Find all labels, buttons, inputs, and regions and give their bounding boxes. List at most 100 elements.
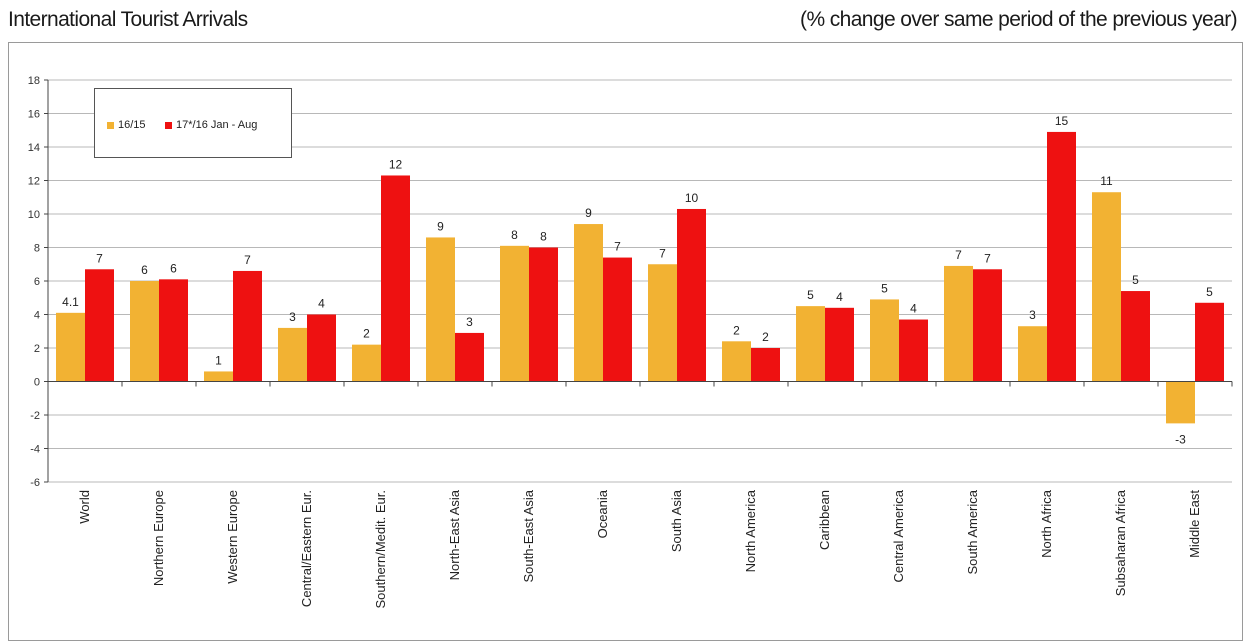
bar-series-b <box>973 269 1002 382</box>
data-label: 7 <box>659 246 666 260</box>
data-label: 4 <box>318 297 325 311</box>
chart-title: International Tourist Arrivals <box>8 8 248 31</box>
y-tick-label: 6 <box>34 276 40 288</box>
x-category-label: Southern/Medit. Eur. <box>373 490 388 609</box>
bar-series-b <box>381 175 410 382</box>
legend-item-series-a: 16/15 <box>107 119 146 131</box>
x-category-label: North America <box>743 489 758 572</box>
x-category-label: Subsaharan Africa <box>1113 489 1128 596</box>
data-label: 6 <box>141 263 148 277</box>
x-category-label: Northern Europe <box>151 490 166 586</box>
bar-series-a <box>278 327 307 382</box>
bar-series-a <box>426 237 455 382</box>
y-tick-label: 14 <box>28 142 40 154</box>
x-category-label: Western Europe <box>225 490 240 584</box>
data-label: 4.1 <box>62 295 79 309</box>
y-tick-label: 4 <box>34 310 40 322</box>
bar-series-a <box>1166 381 1195 424</box>
data-label: 2 <box>363 327 370 341</box>
bar-series-b <box>307 314 336 382</box>
data-label: 4 <box>836 290 843 304</box>
bar-series-b <box>899 319 928 382</box>
bar-series-b <box>455 332 484 382</box>
data-label: 5 <box>1132 273 1139 287</box>
data-label: 2 <box>733 323 740 337</box>
bar-series-b <box>85 269 114 382</box>
bar-series-a <box>1018 326 1047 382</box>
bar-series-a <box>574 224 603 382</box>
bar-series-b <box>677 208 706 382</box>
data-label: 5 <box>1206 285 1213 299</box>
x-category-label: Oceania <box>595 489 610 538</box>
data-label: 7 <box>614 240 621 254</box>
data-label: 15 <box>1055 114 1069 128</box>
bar-series-a <box>648 264 677 382</box>
x-category-label: South Asia <box>669 489 684 552</box>
data-label: 11 <box>1100 174 1113 188</box>
data-label: 1 <box>215 353 222 367</box>
data-label: 9 <box>585 206 592 220</box>
data-label: 8 <box>540 230 547 244</box>
x-category-label: Central/Eastern Eur. <box>299 490 314 607</box>
bar-series-a <box>722 341 751 382</box>
y-tick-label: 2 <box>34 343 40 355</box>
data-label: 4 <box>910 302 917 316</box>
bar-series-b <box>1121 291 1150 382</box>
x-category-label: World <box>77 490 92 524</box>
data-label: 3 <box>466 315 473 329</box>
legend-label-series-b: 17*/16 Jan - Aug <box>176 119 258 131</box>
chart-legend: 16/15 17*/16 Jan - Aug <box>94 88 292 158</box>
bar-series-b <box>233 270 262 382</box>
data-label: 10 <box>685 191 699 205</box>
y-tick-label: 0 <box>34 377 40 389</box>
bar-series-a <box>870 299 899 382</box>
bar-series-a <box>204 371 233 382</box>
data-label: -3 <box>1175 432 1186 446</box>
x-category-label: South America <box>965 489 980 574</box>
legend-swatch-series-b <box>165 121 172 129</box>
y-tick-label: -4 <box>30 444 40 456</box>
legend-swatch-series-a <box>107 121 114 129</box>
x-category-label: North-East Asia <box>447 489 462 580</box>
bar-series-a <box>1092 192 1121 382</box>
chart-subtitle: (% change over same period of the previo… <box>800 8 1238 31</box>
bar-series-b <box>1047 131 1076 382</box>
x-category-label: Caribbean <box>817 490 832 550</box>
data-label: 7 <box>96 251 103 265</box>
data-label: 5 <box>881 281 888 295</box>
bar-series-a <box>130 281 159 382</box>
legend-label-series-a: 16/15 <box>118 119 146 131</box>
bar-series-b <box>825 307 854 382</box>
legend-item-series-b: 17*/16 Jan - Aug <box>165 119 257 131</box>
data-label: 7 <box>244 253 251 267</box>
data-label: 7 <box>955 248 962 262</box>
data-label: 5 <box>807 288 814 302</box>
chart-frame <box>8 42 1243 641</box>
bar-series-b <box>1195 302 1224 382</box>
y-tick-label: 12 <box>28 176 40 188</box>
data-label: 2 <box>762 330 769 344</box>
data-label: 12 <box>389 157 403 171</box>
bar-series-a <box>352 344 381 382</box>
x-category-label: Central America <box>891 489 906 582</box>
y-tick-label: 18 <box>28 75 40 87</box>
bar-series-b <box>159 279 188 382</box>
bar-series-a <box>56 312 85 382</box>
bar-series-a <box>500 245 529 382</box>
x-category-label: Middle East <box>1187 490 1202 558</box>
data-label: 9 <box>437 219 444 233</box>
y-tick-label: -6 <box>30 477 40 489</box>
bar-series-a <box>944 265 973 382</box>
x-category-label: North Africa <box>1039 489 1054 558</box>
data-label: 8 <box>511 228 518 242</box>
bar-series-a <box>796 306 825 382</box>
y-tick-label: -2 <box>30 410 40 422</box>
y-tick-label: 16 <box>28 109 40 121</box>
data-label: 6 <box>170 261 177 275</box>
data-label: 7 <box>984 251 991 265</box>
bar-series-b <box>751 348 780 382</box>
data-label: 3 <box>1029 308 1036 322</box>
x-category-label: South-East Asia <box>521 489 536 582</box>
bar-series-b <box>603 257 632 382</box>
